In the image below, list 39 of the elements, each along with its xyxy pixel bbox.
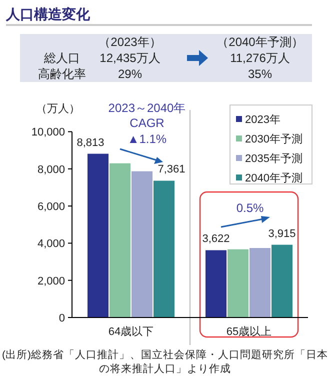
- chart-title: 人口構造変化: [5, 6, 91, 22]
- x-tick-label: 64歳以下: [108, 325, 154, 338]
- bar: [250, 248, 270, 318]
- text: (出所)総務省「人口推計」、国立社会保障・人口問題研究所「日本の将来推計人口」より作成: [2, 348, 328, 376]
- x-tick-label: 65歳以上: [226, 325, 272, 338]
- y-tick-label: 2,000: [37, 275, 65, 288]
- data-label: 3,622: [202, 233, 230, 246]
- annotation: 0.5%: [236, 201, 264, 215]
- text: 高齢化率: [38, 67, 86, 81]
- legend-label: 2035年予測: [245, 153, 302, 165]
- text: 35%: [248, 67, 272, 81]
- bar: [110, 163, 130, 318]
- y-tick-label: 8,000: [37, 164, 65, 176]
- bar: [228, 249, 248, 318]
- text: CAGR: [130, 116, 165, 130]
- y-tick-label: 6,000: [37, 201, 65, 214]
- legend-label: 2030年予測: [245, 134, 302, 146]
- legend-label: 2023年: [245, 114, 280, 126]
- data-label: 7,361: [158, 164, 186, 176]
- y-axis-title: （万人）: [36, 103, 80, 115]
- bar: [88, 154, 108, 318]
- y-tick-label: 10,000: [31, 126, 65, 139]
- legend-label: 2040年予測: [245, 172, 302, 184]
- text: 29%: [118, 67, 142, 81]
- bar: [132, 171, 152, 318]
- bar: [206, 250, 226, 318]
- data-label: 3,915: [268, 228, 296, 240]
- text: 2023～2040年: [108, 101, 186, 115]
- text: 11,276万人: [230, 51, 290, 65]
- bar: [272, 244, 292, 318]
- text: （2040年予測）: [216, 35, 304, 49]
- y-tick-label: 4,000: [37, 238, 65, 250]
- bar: [154, 180, 174, 318]
- annotation: ▲1.1%: [127, 132, 167, 146]
- y-tick-label: 0: [58, 312, 65, 324]
- text: （2023年）: [98, 35, 162, 49]
- text: 総人口: [43, 51, 80, 65]
- text: 12,435万人: [100, 51, 160, 65]
- data-label: 8,813: [76, 136, 104, 149]
